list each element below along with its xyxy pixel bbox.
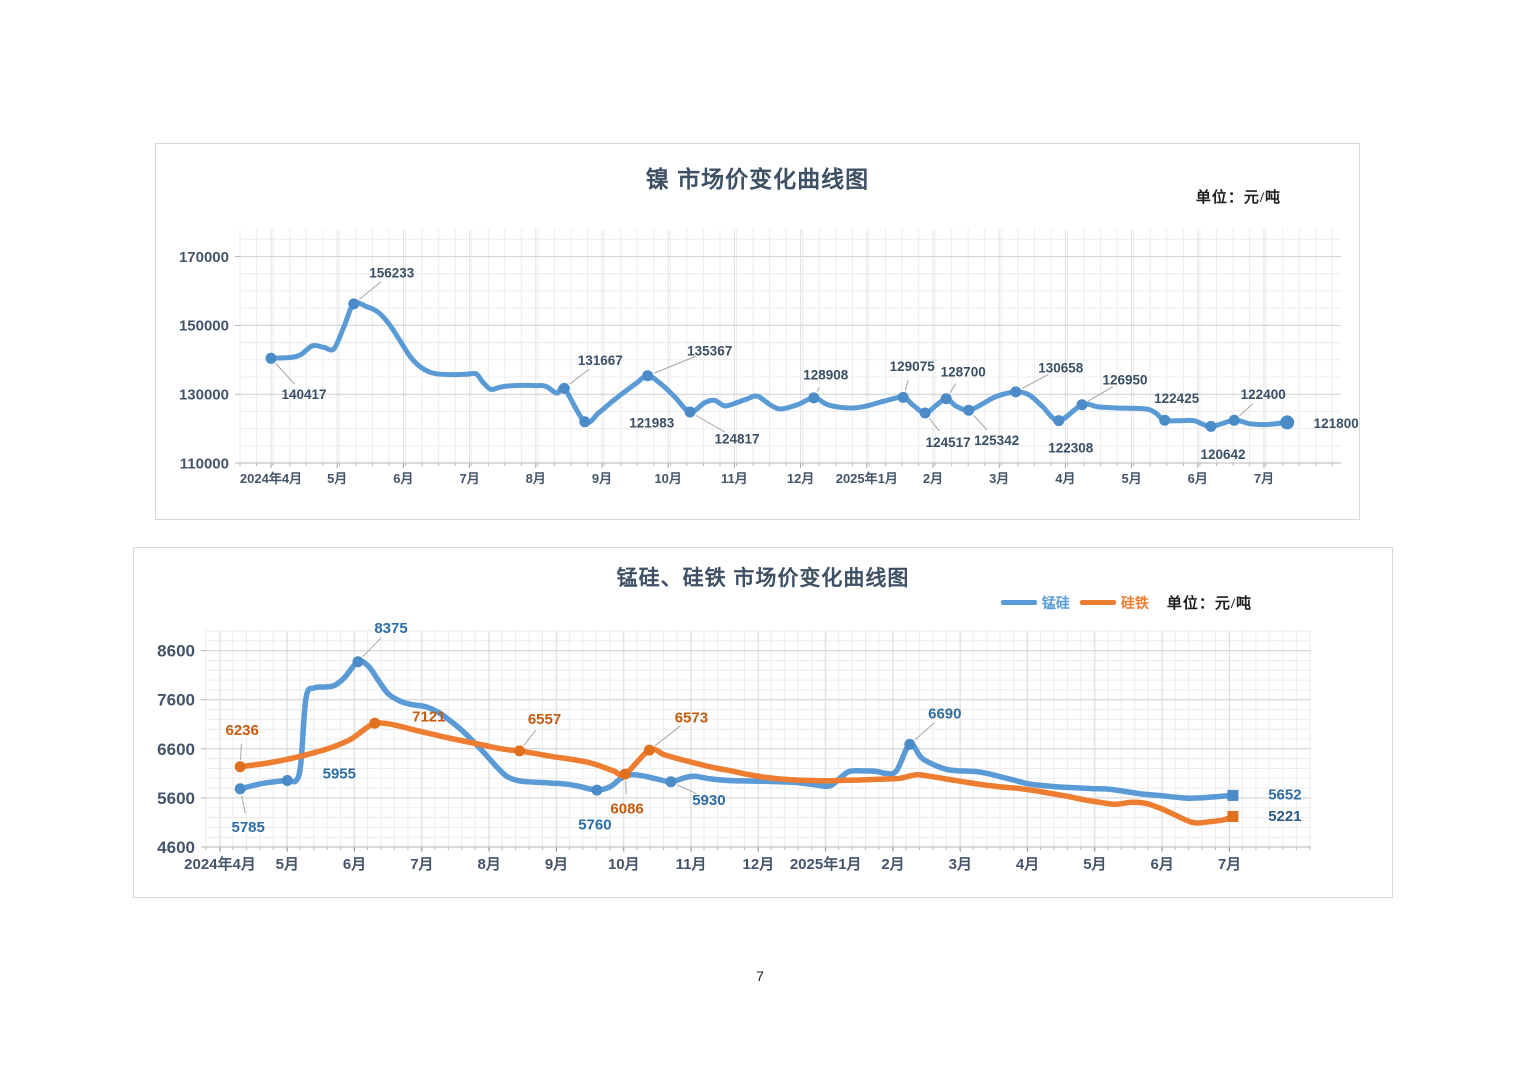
svg-text:7121: 7121 xyxy=(412,709,445,726)
svg-text:5月: 5月 xyxy=(1083,856,1106,873)
svg-text:140417: 140417 xyxy=(281,387,326,402)
svg-text:130000: 130000 xyxy=(179,386,229,403)
svg-text:6月: 6月 xyxy=(1188,471,1208,486)
chart-title: 锰硅、硅铁 市场价变化曲线图 xyxy=(616,567,910,590)
svg-text:124517: 124517 xyxy=(926,435,971,450)
svg-text:128908: 128908 xyxy=(803,368,849,383)
svg-text:10月: 10月 xyxy=(608,856,640,873)
svg-text:2025年1月: 2025年1月 xyxy=(836,471,898,486)
svg-text:129075: 129075 xyxy=(890,359,936,374)
svg-text:6月: 6月 xyxy=(393,471,413,486)
svg-text:5221: 5221 xyxy=(1268,808,1301,825)
svg-text:5930: 5930 xyxy=(692,792,725,809)
svg-text:2025年1月: 2025年1月 xyxy=(790,855,862,873)
svg-text:2月: 2月 xyxy=(881,856,904,873)
svg-text:5月: 5月 xyxy=(276,856,299,873)
svg-text:150000: 150000 xyxy=(179,318,229,335)
svg-text:2月: 2月 xyxy=(923,471,943,486)
svg-text:131667: 131667 xyxy=(578,353,623,368)
svg-text:125342: 125342 xyxy=(974,433,1019,448)
svg-text:6236: 6236 xyxy=(226,722,259,739)
svg-text:7月: 7月 xyxy=(1218,856,1241,873)
svg-text:124817: 124817 xyxy=(714,432,759,447)
svg-text:3月: 3月 xyxy=(949,856,972,873)
svg-text:10月: 10月 xyxy=(654,471,681,486)
svg-text:8600: 8600 xyxy=(157,642,195,661)
svg-text:6573: 6573 xyxy=(675,709,708,726)
svg-text:7600: 7600 xyxy=(157,691,195,710)
svg-text:6690: 6690 xyxy=(928,706,961,723)
svg-text:9月: 9月 xyxy=(592,471,612,486)
svg-text:5785: 5785 xyxy=(232,819,265,836)
svg-text:128700: 128700 xyxy=(941,364,986,379)
chart-title: 镍 市场价变化曲线图 xyxy=(645,166,870,192)
svg-text:110000: 110000 xyxy=(180,455,229,472)
svg-text:5月: 5月 xyxy=(327,471,347,486)
svg-text:7月: 7月 xyxy=(459,471,479,486)
svg-text:4月: 4月 xyxy=(1016,856,1039,873)
simn-line-swatch-icon xyxy=(1000,600,1037,605)
svg-text:5760: 5760 xyxy=(578,816,611,833)
svg-text:8月: 8月 xyxy=(478,856,501,873)
chart-legend: 锰硅 硅铁 单位：元/吨 xyxy=(1000,592,1252,613)
svg-text:12月: 12月 xyxy=(743,856,775,873)
svg-text:6086: 6086 xyxy=(610,800,643,817)
legend-label: 锰硅 xyxy=(1041,594,1070,611)
svg-text:12月: 12月 xyxy=(787,471,814,486)
svg-text:4月: 4月 xyxy=(1055,471,1075,486)
svg-text:7月: 7月 xyxy=(1254,471,1274,486)
unit-label: 单位：元/吨 xyxy=(1195,190,1281,206)
svg-text:6月: 6月 xyxy=(1151,856,1174,873)
legend-item-fesi: 硅铁 xyxy=(1079,593,1149,613)
svg-text:9月: 9月 xyxy=(545,856,568,873)
svg-text:126950: 126950 xyxy=(1102,372,1147,387)
svg-text:122425: 122425 xyxy=(1154,391,1200,406)
legend-label: 硅铁 xyxy=(1120,594,1149,611)
svg-text:6600: 6600 xyxy=(157,740,195,759)
svg-text:5600: 5600 xyxy=(157,789,195,808)
svg-text:2024年4月: 2024年4月 xyxy=(240,471,302,486)
svg-text:8月: 8月 xyxy=(526,471,546,486)
svg-text:6月: 6月 xyxy=(343,856,366,873)
svg-text:7月: 7月 xyxy=(410,856,433,873)
svg-text:122308: 122308 xyxy=(1048,440,1094,455)
svg-text:5月: 5月 xyxy=(1121,471,1141,486)
unit-label: 单位：元/吨 xyxy=(1166,596,1252,612)
svg-text:11月: 11月 xyxy=(721,471,748,486)
svg-text:120642: 120642 xyxy=(1200,447,1245,462)
nickel-plot-area: 110000 130000 150000 170000 2024年4月 5月 6月 7月 8月 9… xyxy=(179,229,1359,486)
simn-fesi-price-chart-card: 锰硅、硅铁 市场价变化曲线图 锰硅 硅铁 单位：元/吨 4600 5600 6600… xyxy=(133,547,1393,898)
svg-text:5652: 5652 xyxy=(1268,787,1301,804)
svg-text:130658: 130658 xyxy=(1038,361,1084,376)
svg-text:11月: 11月 xyxy=(676,856,707,873)
svg-text:4600: 4600 xyxy=(157,838,195,857)
svg-text:3月: 3月 xyxy=(989,471,1009,486)
svg-text:170000: 170000 xyxy=(179,249,229,266)
svg-text:2024年4月: 2024年4月 xyxy=(184,855,256,873)
svg-text:8375: 8375 xyxy=(374,620,407,637)
svg-text:135367: 135367 xyxy=(687,343,732,358)
svg-text:6557: 6557 xyxy=(528,711,561,728)
nickel-price-chart-card: 镍 市场价变化曲线图 单位：元/吨 110000 130000 150000 1700… xyxy=(155,143,1360,520)
fesi-line-swatch-icon xyxy=(1079,600,1116,605)
svg-text:156233: 156233 xyxy=(369,266,415,281)
svg-text:121983: 121983 xyxy=(629,416,675,431)
svg-text:121800: 121800 xyxy=(1314,416,1359,431)
page-number: 7 xyxy=(756,968,764,984)
simn-fesi-plot-area: 4600 5600 6600 7600 8600 2024年4月 5月 6月 7月 8月 9月 10月… xyxy=(157,620,1311,873)
legend-item-simn: 锰硅 xyxy=(1000,593,1070,613)
svg-text:5955: 5955 xyxy=(323,766,356,783)
svg-text:122400: 122400 xyxy=(1241,387,1286,402)
